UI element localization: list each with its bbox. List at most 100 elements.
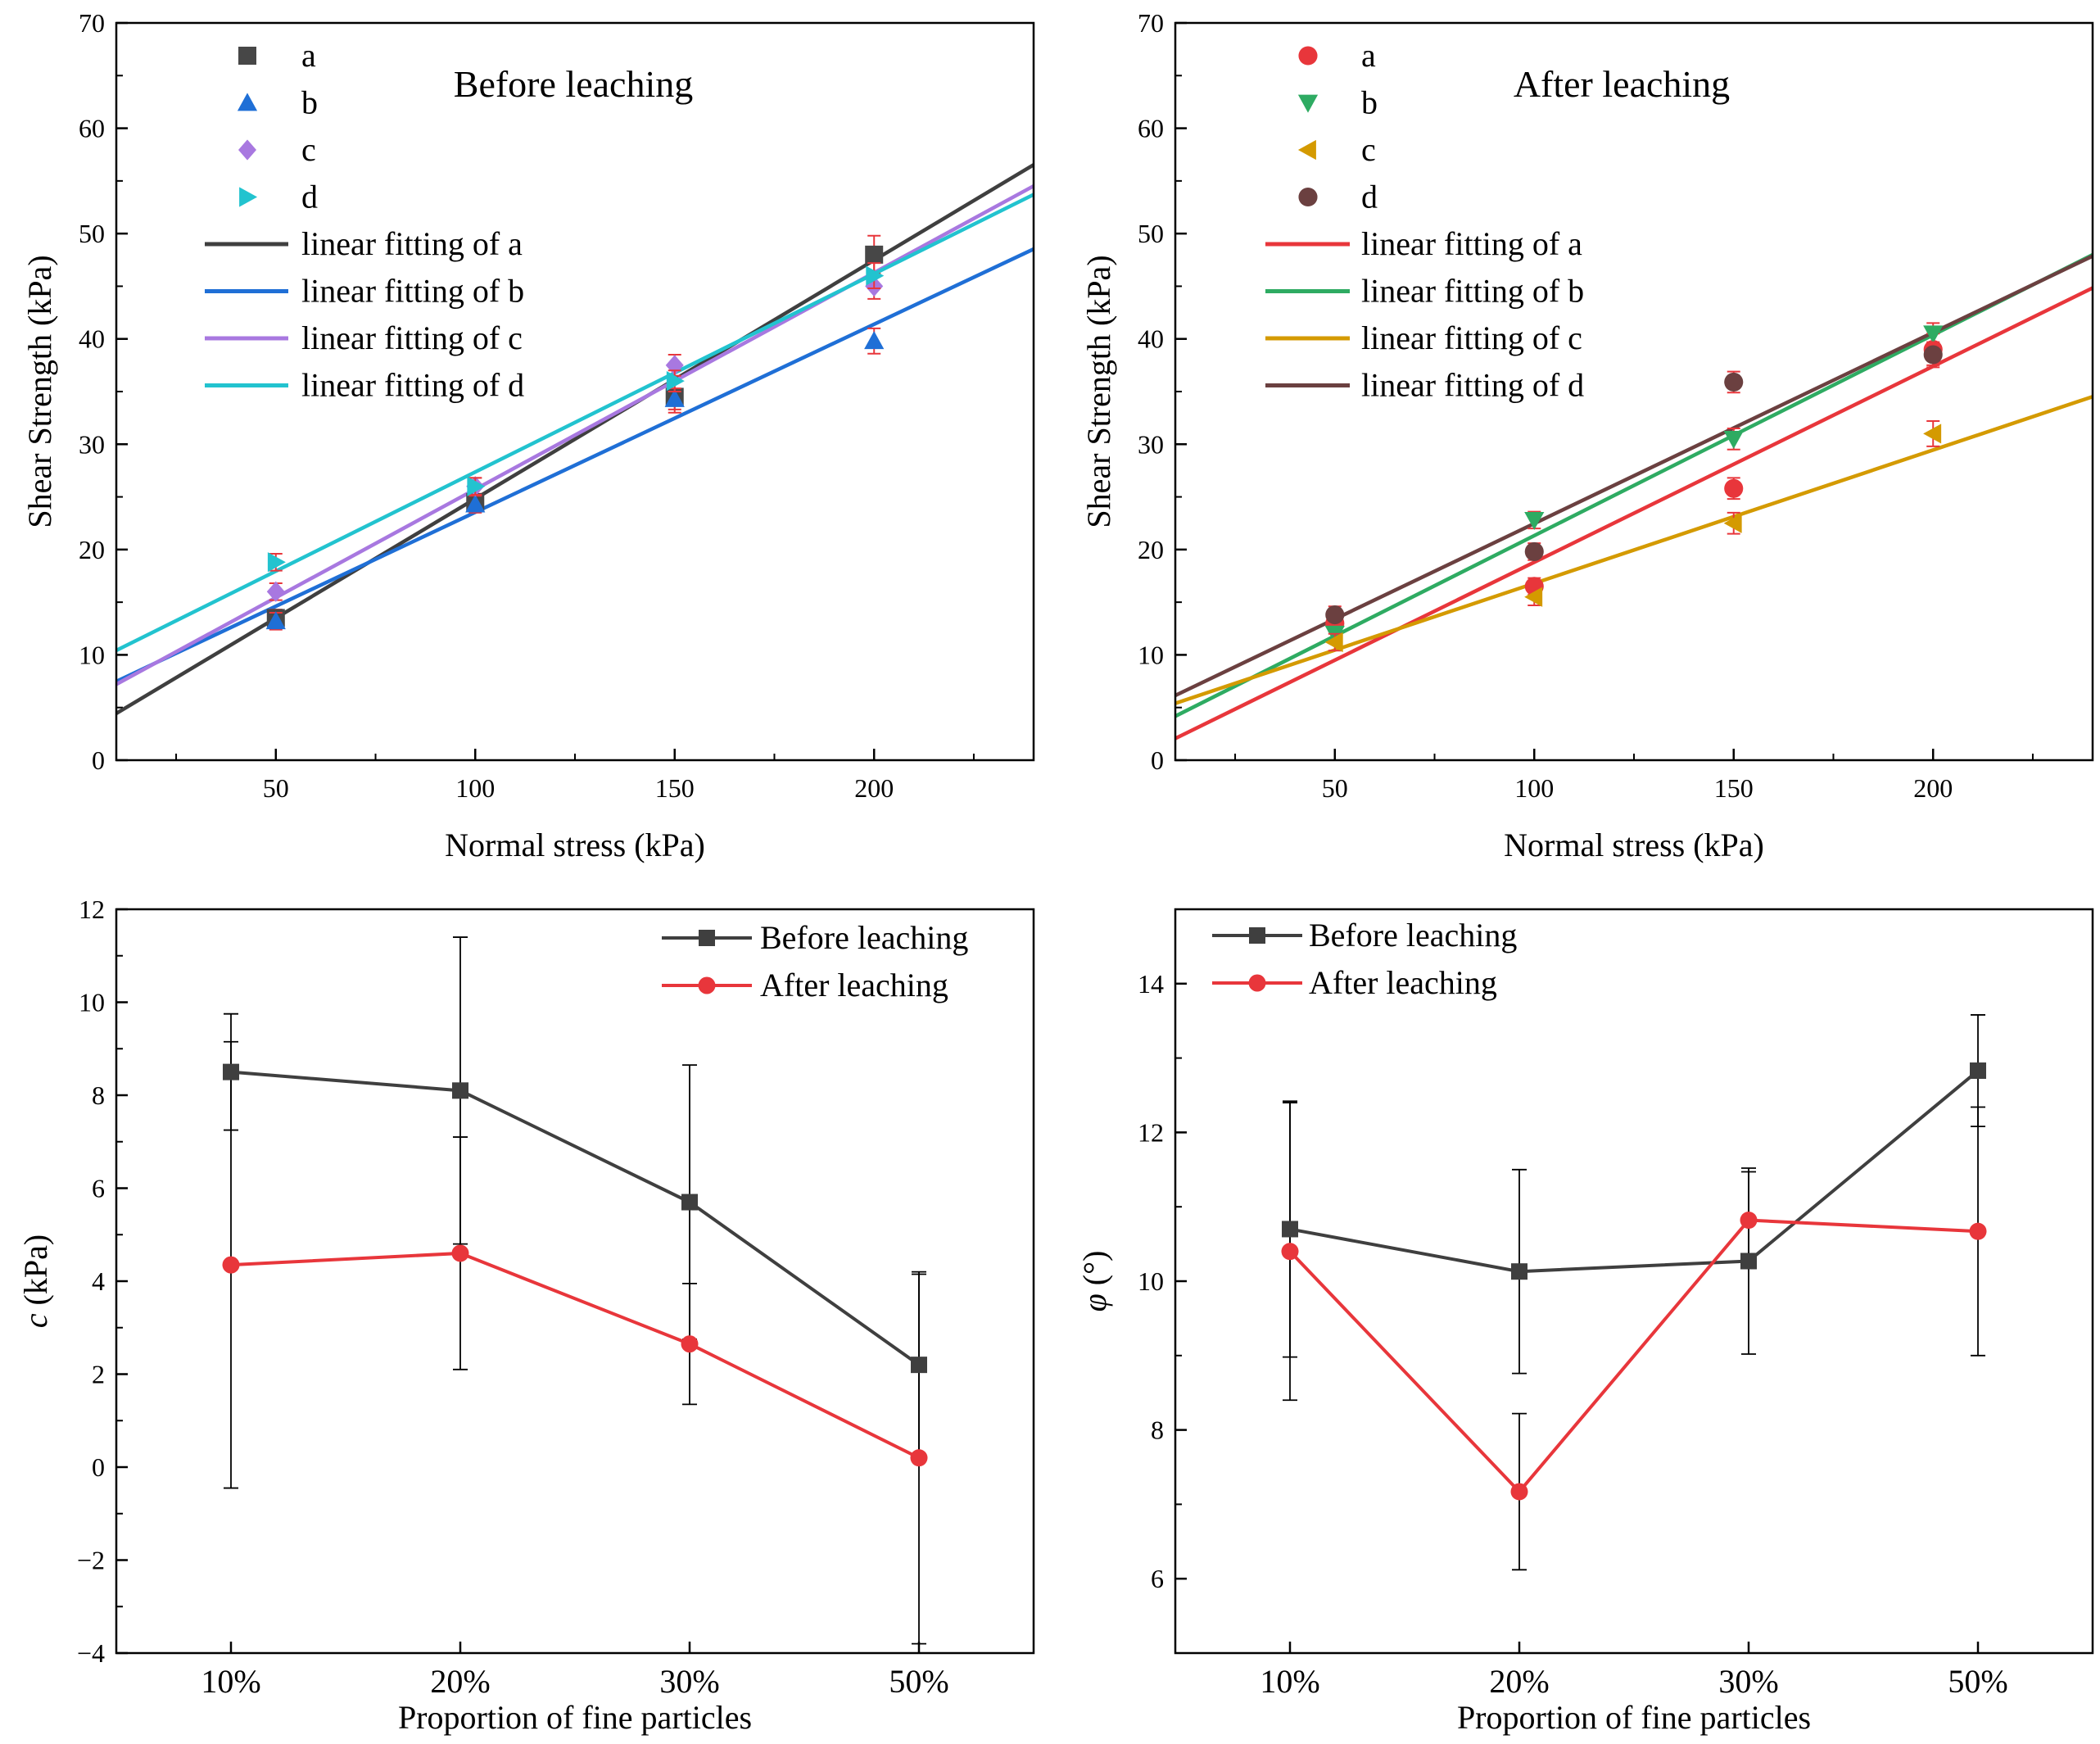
data-point-a — [1724, 478, 1744, 498]
panel-title: After leaching — [1514, 63, 1730, 105]
data-point-d — [467, 476, 486, 496]
y-axis: 0 10 20 30 40 50 60 70 — [79, 8, 128, 775]
series — [1281, 1014, 1987, 1571]
y-tick-label: 40 — [1138, 324, 1164, 354]
data-point-b — [465, 494, 486, 513]
y-tick-label: 8 — [1151, 1416, 1164, 1445]
fit-line — [1174, 395, 2093, 705]
panel-a: 50 100 150 200 0 10 20 30 40 50 60 70 Before leachin… — [21, 8, 1035, 863]
y-tick-label: 20 — [79, 535, 105, 564]
fit-line — [1174, 254, 2093, 698]
x-tick-label: 200 — [1913, 773, 1953, 803]
legend-marker — [698, 976, 716, 994]
y-tick-label: 40 — [79, 324, 105, 354]
data-point-before-leaching — [1740, 1253, 1757, 1270]
data-point-after-leaching — [1969, 1222, 1987, 1240]
series — [222, 936, 928, 1645]
data-point-before-leaching — [452, 1082, 468, 1099]
y-tick-label: 0 — [92, 745, 105, 775]
legend-label: linear fitting of b — [301, 273, 524, 310]
plot-frame — [115, 908, 1035, 1655]
x-tick-label: 150 — [655, 773, 695, 803]
data-point-d — [1724, 372, 1744, 392]
legend-label: d — [301, 179, 318, 215]
y-tick-label: 70 — [79, 8, 105, 38]
data-point-after-leaching — [1740, 1212, 1758, 1230]
y-tick-label: 14 — [1138, 969, 1164, 999]
x-tick-label: 10% — [1260, 1663, 1319, 1700]
series-line — [230, 1070, 921, 1366]
x-tick-label: 150 — [1714, 773, 1754, 803]
legend-label: a — [1361, 37, 1376, 74]
y-tick-label: 10 — [79, 988, 105, 1017]
legend-label: c — [1361, 131, 1376, 168]
legend-label: d — [1361, 179, 1378, 215]
data-point-after-leaching — [1281, 1243, 1299, 1261]
y-axis-title-unit: (kPa) — [17, 1234, 54, 1314]
series-line — [1288, 1218, 1979, 1494]
x-tick-label: 50% — [1948, 1663, 2007, 1700]
plot-frame — [1174, 908, 2094, 1655]
x-axis-title: Proportion of fine particles — [398, 1699, 752, 1736]
data-point-before-leaching — [1970, 1062, 1986, 1080]
legend-label: linear fitting of c — [1361, 319, 1582, 356]
x-tick-label: 30% — [1718, 1663, 1778, 1700]
y-tick-label: 10 — [79, 640, 105, 669]
fit-line — [115, 163, 1035, 715]
legend-label: Before leaching — [1309, 917, 1517, 954]
data-point-d — [267, 552, 286, 573]
y-axis-title: c (kPa) — [17, 1234, 54, 1328]
x-axis-title: Normal stress (kPa) — [445, 827, 705, 863]
panel-title: Before leaching — [454, 63, 693, 105]
fit-line — [1174, 286, 2093, 741]
x-tick-label: 100 — [455, 773, 495, 803]
y-tick-label: 30 — [1138, 429, 1164, 459]
legend-label: b — [301, 84, 318, 121]
data-points — [265, 234, 885, 631]
y-tick-label: 20 — [1138, 535, 1164, 564]
y-tick-label: 4 — [92, 1266, 105, 1296]
series-line — [1289, 1069, 1980, 1274]
data-point-c — [1324, 632, 1343, 653]
y-tick-label: 70 — [1138, 8, 1164, 38]
y-tick-label: 60 — [79, 114, 105, 143]
y-axis-title-symbol: φ — [1076, 1293, 1113, 1311]
panel-b: 50 100 150 200 0 10 20 30 40 50 60 70 After leaching… — [1080, 8, 2094, 863]
data-point-b — [265, 611, 286, 630]
data-point-d — [1325, 605, 1345, 625]
data-point-after-leaching — [451, 1244, 469, 1262]
legend-marker-b — [1297, 94, 1319, 113]
data-point-before-leaching — [681, 1194, 698, 1211]
legend-label: After leaching — [760, 967, 948, 1003]
x-axis-title: Proportion of fine particles — [1457, 1699, 1811, 1736]
x-tick-label: 200 — [854, 773, 894, 803]
data-point-b — [1923, 325, 1944, 344]
y-tick-label: −2 — [77, 1546, 105, 1575]
y-axis-title-symbol: c — [17, 1313, 54, 1328]
y-tick-label: 6 — [92, 1174, 105, 1203]
x-tick-label: 20% — [430, 1663, 490, 1700]
legend-marker-c — [238, 139, 256, 161]
legend-marker-a — [1298, 46, 1318, 66]
legend-label: After leaching — [1309, 964, 1497, 1001]
legend-label: linear fitting of c — [301, 319, 523, 356]
legend-label: linear fitting of d — [1361, 367, 1584, 404]
legend: Before leaching After leaching — [1212, 917, 1517, 1001]
y-tick-label: 10 — [1138, 1266, 1164, 1296]
legend: Before leaching After leaching — [662, 919, 968, 1003]
data-point-d — [666, 371, 685, 392]
panel-d: 10% 20% 30% 50% 6 8 10 12 14 Before leaching After… — [1076, 908, 2094, 1736]
legend-label: a — [301, 37, 316, 74]
fit-lines — [1174, 252, 2094, 741]
y-axis: 6 8 10 12 14 — [1138, 969, 1187, 1593]
series-line — [230, 1251, 920, 1460]
y-tick-label: 8 — [92, 1080, 105, 1110]
fit-line — [115, 184, 1035, 686]
y-tick-label: 50 — [1138, 219, 1164, 248]
legend-marker — [699, 930, 715, 946]
y-tick-label: −4 — [77, 1638, 105, 1668]
y-axis: −4 −2 0 2 4 6 8 10 12 — [77, 895, 128, 1668]
legend-label: linear fitting of a — [301, 225, 523, 262]
